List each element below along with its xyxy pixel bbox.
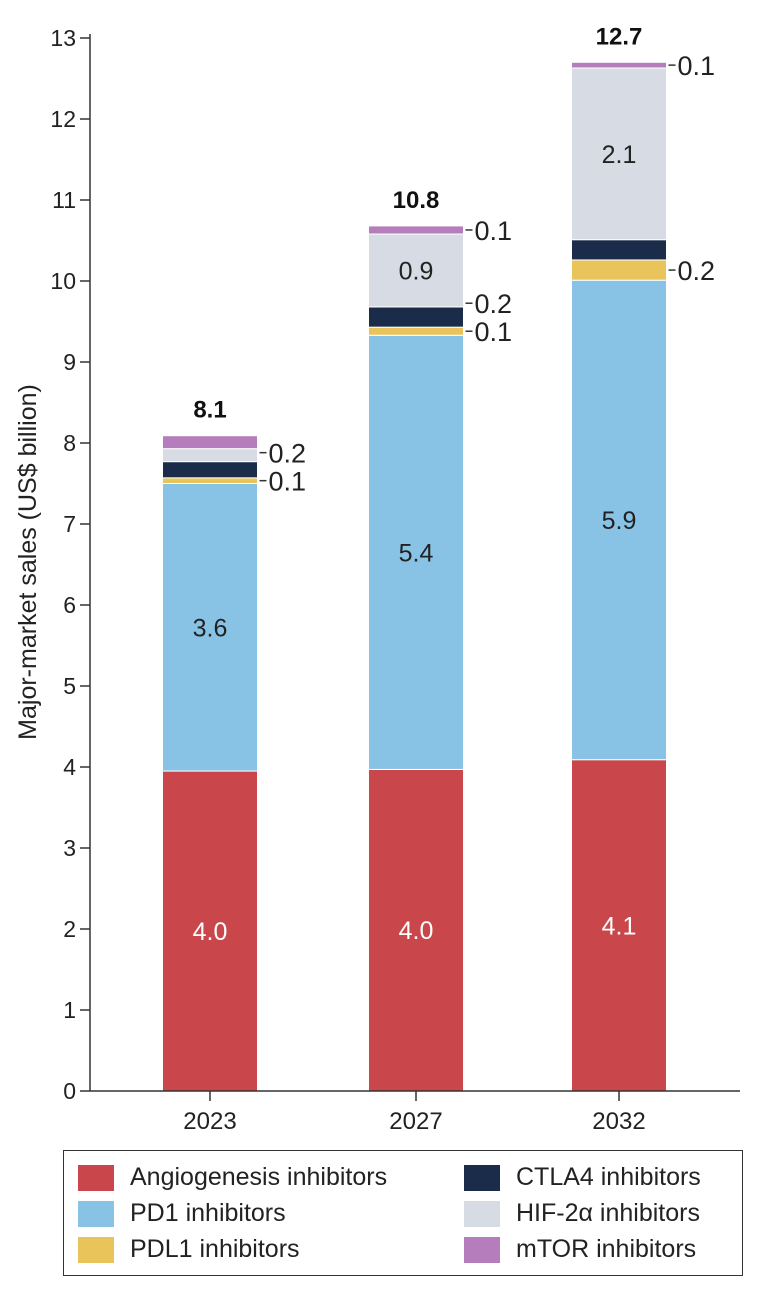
legend-label: PD1 inhibitors xyxy=(130,1199,286,1227)
y-tick-label: 9 xyxy=(63,349,76,375)
y-tick-label: 2 xyxy=(63,916,76,942)
data-label: 4.0 xyxy=(399,917,434,945)
data-label: 0.1 xyxy=(475,216,513,246)
x-tick-label: 2032 xyxy=(592,1108,645,1135)
y-tick-label: 0 xyxy=(63,1078,76,1104)
y-tick-label: 13 xyxy=(50,25,76,51)
bar-segment-angiogenesis-inhibitors xyxy=(368,768,464,1092)
legend-swatch xyxy=(464,1236,500,1263)
data-label: 4.1 xyxy=(602,912,637,940)
data-label: 0.2 xyxy=(269,439,307,469)
legend-label: HIF-2α inhibitors xyxy=(516,1199,700,1227)
legend: Angiogenesis inhibitors PD1 inhibitors PDL… xyxy=(63,1150,743,1276)
bar-segment-pd1-inhibitors xyxy=(571,279,667,761)
legend-swatch xyxy=(464,1164,500,1191)
legend-swatch xyxy=(78,1200,114,1227)
y-tick-label: 8 xyxy=(63,430,76,456)
bar-segment-angiogenesis-inhibitors xyxy=(571,759,667,1092)
bar-segment-ctla4-inhibitors xyxy=(162,461,258,479)
legend-label: CTLA4 inhibitors xyxy=(516,1163,701,1191)
bar-segment-mtor-inhibitors xyxy=(368,225,464,235)
bar-segment-angiogenesis-inhibitors xyxy=(162,770,258,1092)
bar-segment-pd1-inhibitors xyxy=(162,483,258,772)
legend-label: PDL1 inhibitors xyxy=(130,1235,300,1263)
total-label: 8.1 xyxy=(193,397,226,424)
data-label: 0.1 xyxy=(678,51,716,81)
y-tick-label: 1 xyxy=(63,997,76,1023)
bars: 4.03.60.10.28.14.05.40.10.20.90.110.84.1… xyxy=(162,23,716,1092)
bar-segment-pdl1-inhibitors xyxy=(571,259,667,281)
bar-segment-pdl1-inhibitors xyxy=(162,477,258,484)
y-tick-label: 11 xyxy=(52,187,76,213)
bar-segment-hif-2-inhibitors xyxy=(368,233,464,308)
x-tick-label: 2023 xyxy=(183,1108,236,1135)
y-tick-label: 3 xyxy=(63,835,76,861)
bar-segment-pdl1-inhibitors xyxy=(368,326,464,336)
legend-item: mTOR inhibitors xyxy=(464,1235,696,1264)
data-label: 0.9 xyxy=(399,257,434,285)
y-tick-label: 5 xyxy=(63,673,76,699)
data-label: 0.2 xyxy=(678,256,716,286)
legend-item: PDL1 inhibitors xyxy=(78,1235,300,1264)
legend-item: CTLA4 inhibitors xyxy=(464,1163,701,1192)
legend-swatch xyxy=(464,1200,500,1227)
bar-segment-hif-2-inhibitors xyxy=(162,448,258,463)
legend-label: Angiogenesis inhibitors xyxy=(130,1163,388,1191)
y-tick-label: 4 xyxy=(63,754,76,780)
x-tick-label: 2027 xyxy=(389,1108,442,1135)
bar-segment-mtor-inhibitors xyxy=(571,61,667,69)
y-tick-label: 7 xyxy=(63,511,76,537)
data-label: 0.1 xyxy=(269,467,307,497)
bar-segment-hif-2-inhibitors xyxy=(571,67,667,241)
legend-swatch xyxy=(78,1236,114,1263)
legend-item: HIF-2α inhibitors xyxy=(464,1199,700,1228)
legend-label: mTOR inhibitors xyxy=(516,1235,697,1263)
legend-swatch xyxy=(78,1164,114,1191)
legend-item: Angiogenesis inhibitors xyxy=(78,1163,387,1192)
data-label: 5.4 xyxy=(399,539,434,567)
data-label: 0.1 xyxy=(475,317,513,347)
y-tick-label: 12 xyxy=(50,106,76,132)
total-label: 10.8 xyxy=(393,187,440,214)
legend-item: PD1 inhibitors xyxy=(78,1199,286,1228)
y-tick-label: 6 xyxy=(63,592,76,618)
bar-segment-mtor-inhibitors xyxy=(162,435,258,450)
bar-segment-ctla4-inhibitors xyxy=(368,306,464,328)
total-label: 12.7 xyxy=(596,23,643,50)
y-axis-label: Major-market sales (US$ billion) xyxy=(14,384,42,740)
data-label: 4.0 xyxy=(193,918,228,946)
data-label: 5.9 xyxy=(602,507,637,535)
y-tick-label: 10 xyxy=(50,268,76,294)
bar-segment-ctla4-inhibitors xyxy=(571,239,667,261)
data-label: 2.1 xyxy=(602,141,637,169)
data-label: 0.2 xyxy=(475,289,513,319)
bar-segment-pd1-inhibitors xyxy=(368,334,464,770)
x-axis: 2023 2027 2032 xyxy=(90,1090,740,1135)
data-label: 3.6 xyxy=(193,614,228,642)
